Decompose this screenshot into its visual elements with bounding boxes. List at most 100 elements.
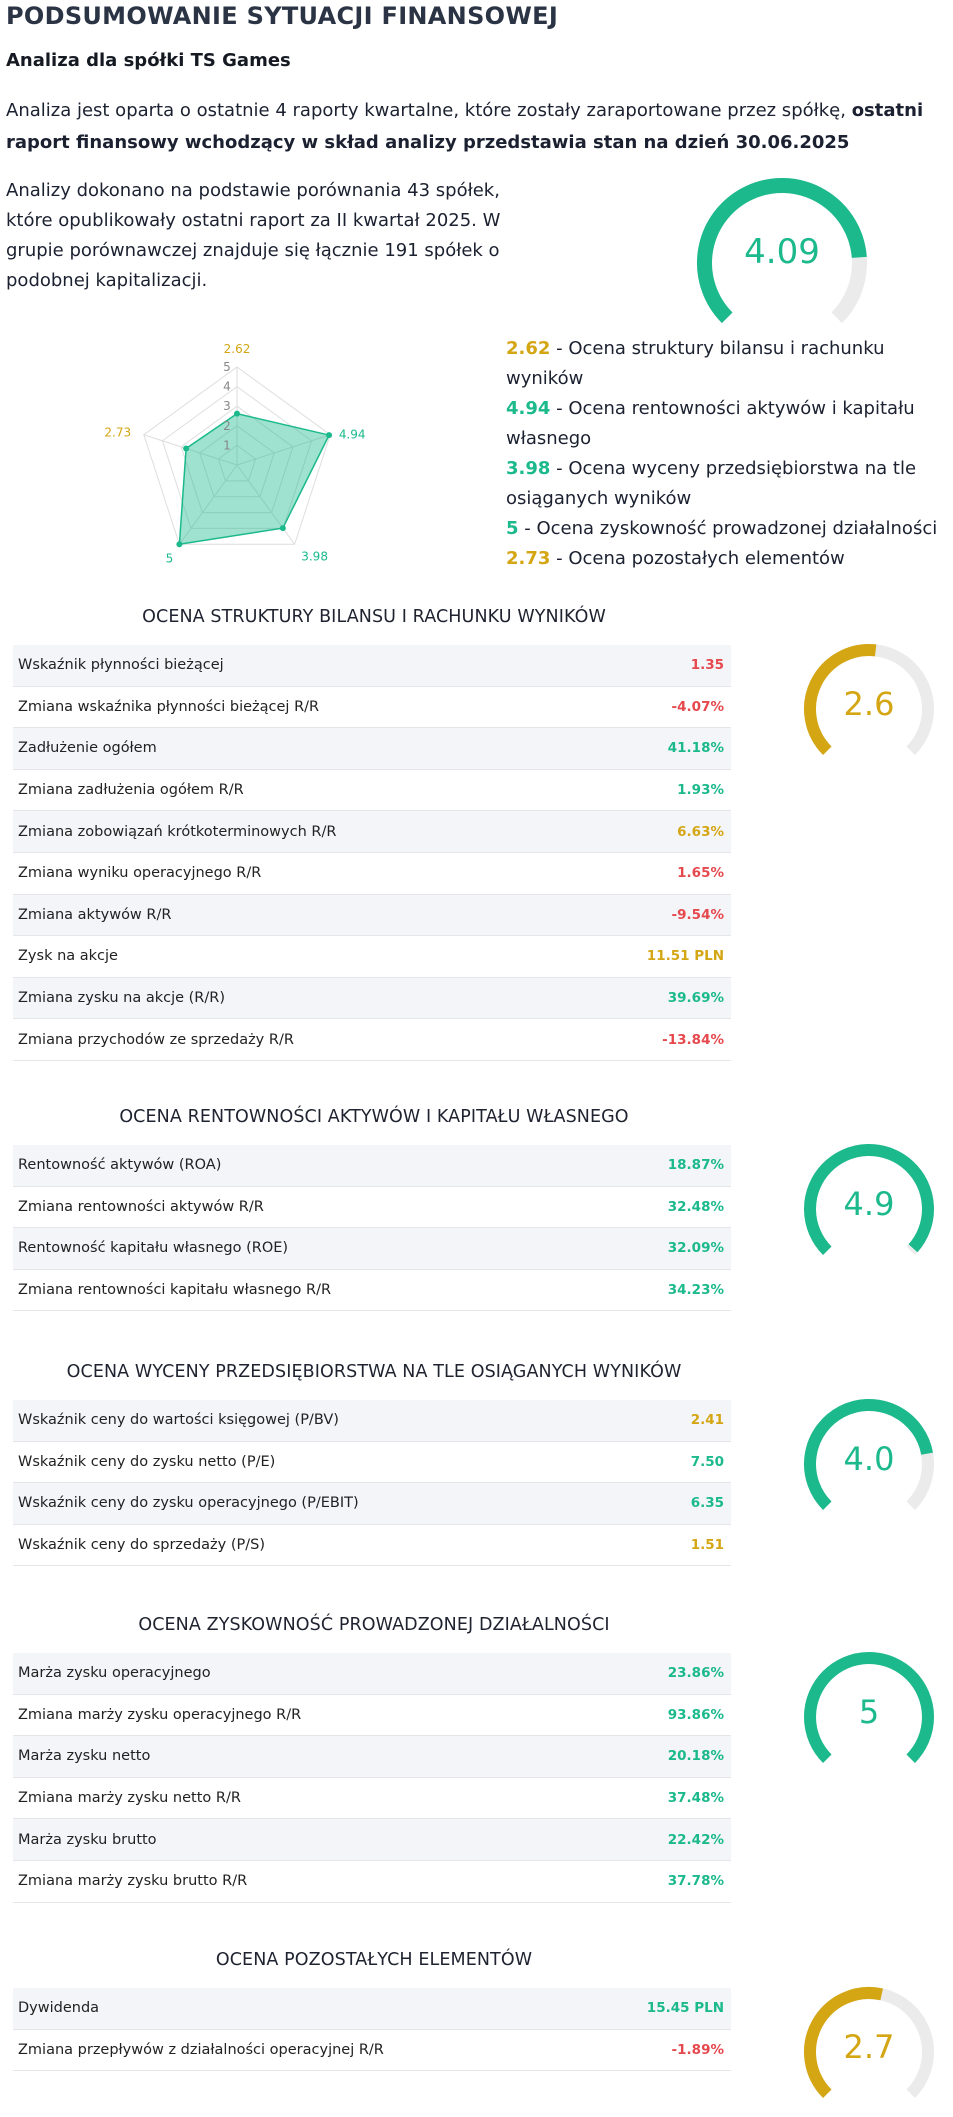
table-row: Rentowność kapitału własnego (ROE) 32.09% [13, 1228, 731, 1270]
section-score-gauge: 5 [803, 1651, 935, 1783]
legend-score: 3.98 [506, 458, 551, 479]
legend-label: - Ocena zyskowność prowadzonej działalno… [518, 518, 938, 539]
metric-value: 1.93% [677, 782, 724, 799]
overall-score-gauge-arc [697, 178, 867, 324]
company-subtitle: Analiza dla spółki TS Games [6, 50, 291, 71]
legend-score: 4.94 [506, 398, 551, 419]
page-title: PODSUMOWANIE SYTUACJI FINANSOWEJ [6, 2, 559, 30]
section-score-gauge: 4.0 [803, 1398, 935, 1530]
legend-item: 2.73 - Ocena pozostałych elementów [506, 544, 946, 574]
table-row: Zmiana zobowiązań krótkoterminowych R/R 6… [13, 811, 731, 853]
metric-value: -9.54% [671, 906, 724, 923]
metric-label: Zmiana zobowiązań krótkoterminowych R/R [18, 823, 337, 840]
table-row: Wskaźnik ceny do zysku netto (P/E) 7.50 [13, 1442, 731, 1484]
radar-axis-label: 4.94 [339, 428, 366, 442]
score-legend: 2.62 - Ocena struktury bilansu i rachunk… [506, 334, 946, 574]
section-title: OCENA ZYSKOWNOŚĆ PROWADZONEJ DZIAŁALNOŚC… [138, 1615, 610, 1635]
metric-label: Rentowność aktywów (ROA) [18, 1157, 222, 1174]
table-row: Marża zysku netto 20.18% [13, 1736, 731, 1778]
radar-scale-label: 2 [223, 419, 231, 433]
radar-axis-line [178, 464, 238, 545]
radar-axis-label: 3.98 [301, 549, 328, 563]
legend-label: - Ocena wyceny przedsiębiorstwa na tle o… [506, 458, 917, 509]
section-title: OCENA WYCENY PRZEDSIĘBIORSTWA NA TLE OSI… [66, 1362, 682, 1382]
radar-point [234, 410, 240, 417]
section-score-value: 5 [858, 1693, 880, 1731]
section-score-gauge-arc [804, 1652, 934, 1763]
metrics-table: Dywidenda 15.45 PLN Zmiana przepływów z dz… [13, 1988, 731, 2072]
section-score-gauge: 2.7 [803, 1986, 935, 2117]
radar-point [183, 445, 190, 452]
table-row: Zmiana rentowności aktywów R/R 32.48% [13, 1187, 731, 1229]
metric-label: Marża zysku brutto [18, 1831, 157, 1848]
section-score-gauge-fill [804, 1399, 933, 1510]
comparison-description: Analizy dokonano na podstawie porównania… [6, 180, 501, 291]
section-score-gauge-fill [804, 644, 877, 755]
overall-score-gauge-fill [697, 178, 867, 324]
metric-value: -13.84% [662, 1031, 724, 1048]
metric-value: 1.35 [690, 657, 724, 674]
legend-label: - Ocena struktury bilansu i rachunku wyn… [506, 338, 885, 389]
metric-label: Zmiana wskaźnika płynności bieżącej R/R [18, 698, 320, 715]
metric-label: Zmiana zysku na akcje (R/R) [18, 990, 226, 1007]
metric-label: Zmiana zadłużenia ogółem R/R [18, 782, 244, 799]
metric-label: Marża zysku operacyjnego [18, 1665, 211, 1682]
legend-item: 3.98 - Ocena wyceny przedsiębiorstwa na … [506, 454, 946, 514]
metric-value: 93.86% [667, 1706, 724, 1723]
table-row: Rentowność aktywów (ROA) 18.87% [13, 1145, 731, 1187]
table-row: Zysk na akcje 11.51 PLN [13, 936, 731, 978]
metric-label: Wskaźnik ceny do wartości księgowej (P/B… [18, 1412, 339, 1429]
section-title: OCENA POZOSTAŁYCH ELEMENTÓW [215, 1950, 533, 1970]
section-score-gauge-fill [804, 1652, 934, 1763]
table-row: Zmiana aktywów R/R -9.54% [13, 894, 731, 937]
section-title: OCENA STRUKTURY BILANSU I RACHUNKU WYNIK… [142, 607, 606, 627]
metric-value: 2.41 [690, 1412, 724, 1429]
legend-label: - Ocena rentowności aktywów i kapitału w… [506, 398, 915, 449]
radar-point [176, 541, 183, 548]
table-row: Zmiana marży zysku brutto R/R 37.78% [13, 1861, 731, 1903]
metric-value: 22.42% [667, 1831, 724, 1848]
metric-value: 23.86% [667, 1665, 724, 1682]
table-row: Zmiana zadłużenia ogółem R/R 1.93% [13, 770, 731, 812]
metrics-table: Rentowność aktywów (ROA) 18.87% Zmiana ren… [13, 1145, 731, 1312]
metric-value: 32.48% [667, 1198, 724, 1215]
metric-label: Wskaźnik ceny do zysku netto (P/E) [18, 1453, 276, 1470]
radar-axis-line [236, 434, 331, 466]
metric-value: -4.07% [671, 698, 724, 715]
metric-value: 37.48% [667, 1790, 724, 1807]
radar-scale-label: 5 [223, 360, 231, 374]
overall-score-value: 4.09 [744, 232, 820, 272]
metric-value: 6.63% [677, 823, 724, 840]
metric-label: Zmiana rentowności kapitału własnego R/R [18, 1282, 332, 1299]
radar-scale-label: 3 [223, 399, 231, 413]
radar-point [279, 525, 286, 532]
metric-label: Zmiana marży zysku netto R/R [18, 1790, 241, 1807]
table-row: Wskaźnik płynności bieżącej 1.35 [13, 645, 731, 687]
metric-label: Rentowność kapitału własnego (ROE) [18, 1240, 289, 1257]
table-row: Zmiana rentowności kapitału własnego R/R… [13, 1270, 731, 1312]
metric-label: Zmiana przychodów ze sprzedaży R/R [18, 1031, 294, 1048]
intro-paragraph: Analiza jest oparta o ostatnie 4 raporty… [6, 95, 946, 159]
section-score-gauge-arc [804, 644, 934, 755]
metric-value: -1.89% [671, 2041, 724, 2058]
metric-label: Marża zysku netto [18, 1748, 151, 1765]
section-score-gauge: 4.9 [803, 1143, 935, 1275]
metric-value: 34.23% [667, 1282, 724, 1299]
metric-label: Zadłużenie ogółem [18, 740, 157, 757]
metric-value: 6.35 [690, 1495, 724, 1512]
metric-value: 11.51 PLN [646, 948, 724, 965]
metric-value: 32.09% [667, 1240, 724, 1257]
table-row: Wskaźnik ceny do sprzedaży (P/S) 1.51 [13, 1525, 731, 1567]
section-score-gauge-arc [804, 1399, 934, 1510]
metric-label: Dywidenda [18, 2000, 100, 2017]
section-title: OCENA RENTOWNOŚCI AKTYWÓW I KAPITAŁU WŁA… [119, 1107, 629, 1127]
metric-value: 39.69% [667, 990, 724, 1007]
table-row: Marża zysku operacyjnego 23.86% [13, 1653, 731, 1695]
table-row: Marża zysku brutto 22.42% [13, 1819, 731, 1861]
section-score-gauge-fill [804, 1987, 883, 2098]
metrics-table: Wskaźnik ceny do wartości księgowej (P/B… [13, 1400, 731, 1567]
section-score-gauge: 2.6 [803, 643, 935, 775]
metrics-table: Marża zysku operacyjnego 23.86% Zmiana mar… [13, 1653, 731, 1903]
radar-axis-line [236, 464, 296, 545]
legend-label: - Ocena pozostałych elementów [550, 548, 845, 569]
